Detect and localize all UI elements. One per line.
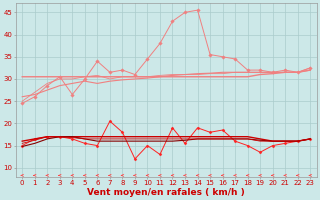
X-axis label: Vent moyen/en rafales ( km/h ): Vent moyen/en rafales ( km/h )	[87, 188, 245, 197]
